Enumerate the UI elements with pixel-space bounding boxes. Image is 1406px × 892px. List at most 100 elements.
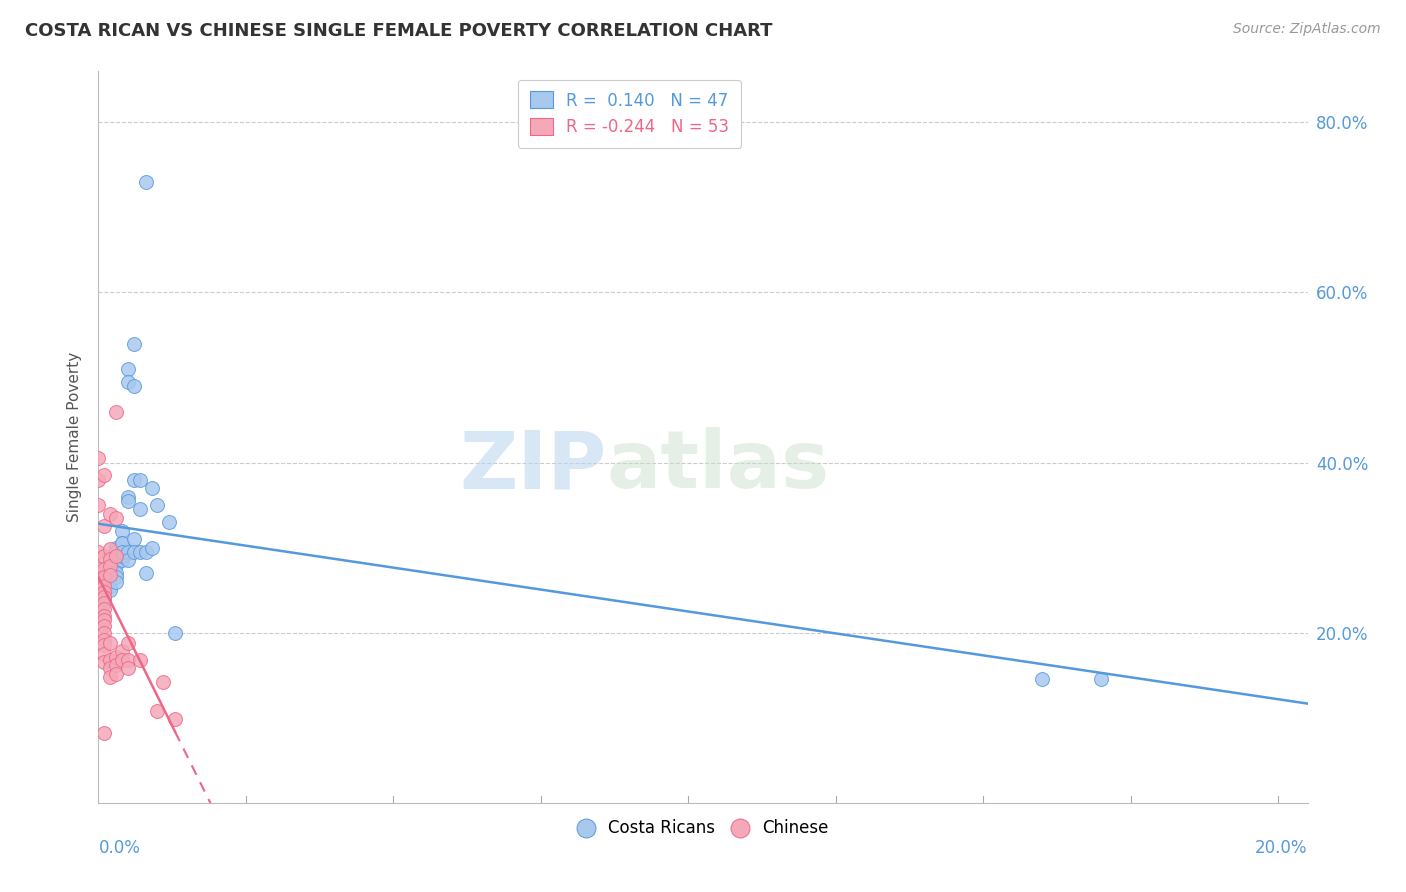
Point (105, 570, 128, 584)
Point (105, 545, 128, 559)
Point (111, 536, 134, 550)
Point (111, 653, 134, 667)
Point (105, 541, 128, 555)
Point (98, 562, 121, 576)
Point (117, 375, 139, 389)
Point (111, 545, 134, 559)
Point (98, 551, 121, 566)
Point (105, 574, 128, 589)
Point (87, 579, 110, 593)
Point (105, 566, 128, 581)
Point (111, 536, 134, 550)
Point (87, 587, 110, 601)
Point (98, 583, 121, 598)
Point (98, 559, 121, 574)
Point (87, 596, 110, 610)
Point (93, 591, 115, 606)
Point (87, 604, 110, 618)
Point (135, 566, 157, 581)
Point (117, 653, 139, 667)
Point (98, 542, 121, 557)
Point (105, 558, 128, 572)
Point (111, 545, 134, 559)
Point (141, 481, 163, 495)
Point (93, 608, 115, 623)
Point (165, 625, 187, 640)
Point (93, 625, 115, 640)
Point (93, 570, 115, 584)
Point (1090, 673, 1112, 687)
Point (93, 590, 115, 604)
Legend: Costa Ricans, Chinese: Costa Ricans, Chinese (569, 811, 837, 846)
Point (93, 726, 115, 740)
Point (111, 553, 134, 567)
Point (87, 570, 110, 584)
Point (98, 636, 121, 650)
Point (117, 545, 139, 559)
Point (117, 553, 139, 567)
Text: 20.0%: 20.0% (1256, 838, 1308, 856)
Point (117, 490, 139, 504)
Point (93, 639, 115, 653)
Point (93, 619, 115, 633)
Point (146, 704, 169, 718)
Point (128, 502, 150, 516)
Point (122, 336, 145, 351)
Point (93, 562, 115, 576)
Text: Source: ZipAtlas.com: Source: ZipAtlas.com (1233, 22, 1381, 37)
Point (105, 511, 128, 525)
Point (105, 649, 128, 664)
Point (111, 524, 134, 538)
Point (93, 596, 115, 610)
Point (93, 549, 115, 563)
Point (93, 613, 115, 627)
Point (122, 545, 145, 559)
Point (93, 468, 115, 483)
Point (117, 494, 139, 508)
Point (117, 661, 139, 675)
Point (135, 175, 157, 189)
Point (87, 545, 110, 559)
Point (98, 570, 121, 584)
Point (128, 473, 150, 487)
Point (98, 670, 121, 684)
Point (93, 519, 115, 533)
Point (98, 661, 121, 675)
Point (93, 583, 115, 598)
Point (117, 636, 139, 650)
Point (93, 647, 115, 661)
Point (93, 585, 115, 599)
Point (117, 362, 139, 376)
Point (87, 451, 110, 466)
Point (87, 498, 110, 512)
Point (87, 562, 110, 576)
Point (98, 653, 121, 667)
Point (111, 549, 134, 563)
Point (98, 567, 121, 582)
Point (128, 545, 150, 559)
Point (105, 666, 128, 681)
Point (157, 515, 180, 529)
Point (98, 553, 121, 567)
Point (87, 473, 110, 487)
Y-axis label: Single Female Poverty: Single Female Poverty (67, 352, 83, 522)
Point (93, 656, 115, 670)
Point (1031, 673, 1053, 687)
Point (98, 507, 121, 521)
Point (93, 566, 115, 581)
Point (93, 632, 115, 647)
Point (152, 675, 174, 690)
Point (105, 404, 128, 418)
Point (105, 658, 128, 673)
Point (122, 379, 145, 393)
Point (165, 713, 187, 727)
Point (141, 541, 163, 555)
Point (122, 473, 145, 487)
Point (135, 545, 157, 559)
Text: COSTA RICAN VS CHINESE SINGLE FEMALE POVERTY CORRELATION CHART: COSTA RICAN VS CHINESE SINGLE FEMALE POV… (25, 22, 773, 40)
Point (87, 566, 110, 581)
Point (98, 579, 121, 593)
Point (146, 498, 169, 512)
Text: atlas: atlas (606, 427, 830, 506)
Text: ZIP: ZIP (458, 427, 606, 506)
